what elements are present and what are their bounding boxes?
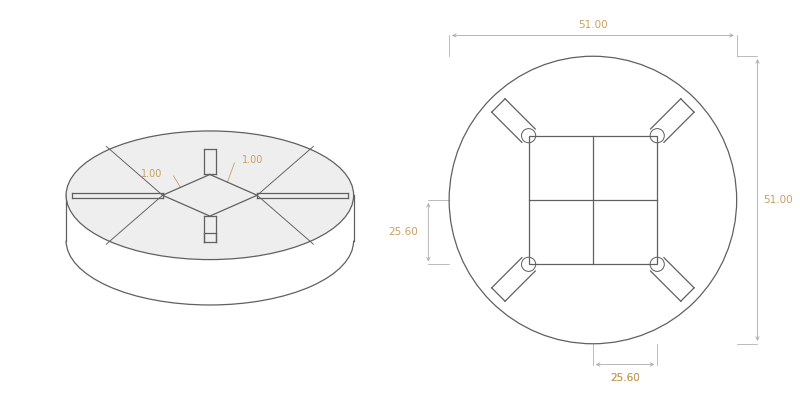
Text: 1.00: 1.00 [242,155,263,165]
Ellipse shape [66,131,354,260]
Text: 1.00: 1.00 [141,168,162,178]
Text: 51.00: 51.00 [578,20,608,30]
Text: 25.60: 25.60 [610,374,640,384]
Text: 25.60: 25.60 [610,373,640,383]
Bar [529,136,658,264]
Text: 25.60: 25.60 [389,227,418,237]
Text: 51.00: 51.00 [763,195,793,205]
